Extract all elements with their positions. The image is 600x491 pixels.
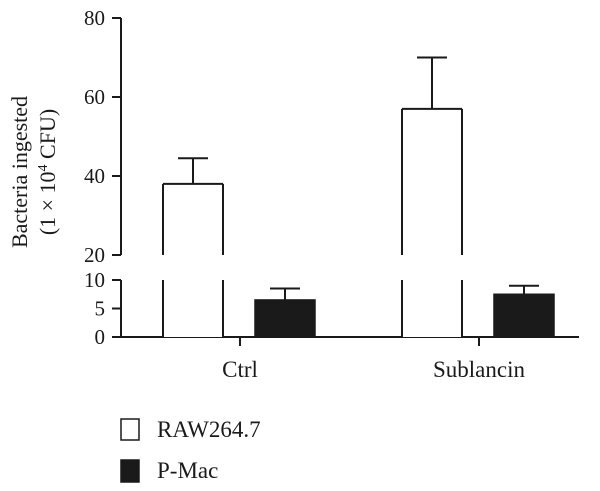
y-axis-label-suffix: CFU): [35, 109, 60, 165]
y-axis-label-prefix: (1 × 10: [35, 171, 60, 235]
legend-label-p-mac: P-Mac: [157, 458, 218, 483]
legend-label-raw264-7: RAW264.7: [157, 417, 261, 442]
y-tick-label-60: 60: [84, 85, 105, 109]
legend: RAW264.7 P-Mac: [120, 417, 261, 483]
y-tick-label-10: 10: [84, 268, 105, 292]
x-categories: Ctrl Sublancin: [222, 357, 525, 382]
y-axis-label-superscript: 4: [36, 164, 51, 171]
legend-swatch-p-mac: [120, 459, 140, 483]
y-ticks: 20 40 60 80 0 5 10: [84, 6, 121, 349]
x-category-label-sublancin: Sublancin: [433, 357, 525, 382]
bar-p-mac-ctrl: [254, 299, 316, 338]
y-axis-label-line1: Bacteria ingested: [7, 96, 32, 248]
y-axis-label-line2: (1 × 104 CFU): [35, 109, 60, 235]
y-tick-label-5: 5: [95, 297, 106, 321]
x-category-label-ctrl: Ctrl: [222, 357, 258, 382]
bar-raw264-7-sublancin: [401, 107, 463, 337]
bar-raw264-7-sublancin-upper-fill: [402, 108, 462, 255]
y-tick-label-40: 40: [84, 164, 105, 188]
bar-raw264-7-ctrl-lower-fill: [163, 280, 223, 337]
error-bars: [178, 56, 539, 300]
legend-swatch-raw264-7: [120, 418, 140, 441]
y-tick-label-80: 80: [84, 6, 105, 30]
bars: [162, 107, 555, 338]
bar-raw264-7-ctrl: [162, 182, 224, 337]
bar-p-mac-sublancin: [493, 293, 555, 338]
y-tick-label-0: 0: [95, 325, 106, 349]
bar-raw264-7-ctrl-upper-fill: [163, 183, 223, 255]
bar-raw264-7-sublancin-lower-fill: [402, 280, 462, 337]
y-tick-label-20: 20: [84, 243, 105, 267]
